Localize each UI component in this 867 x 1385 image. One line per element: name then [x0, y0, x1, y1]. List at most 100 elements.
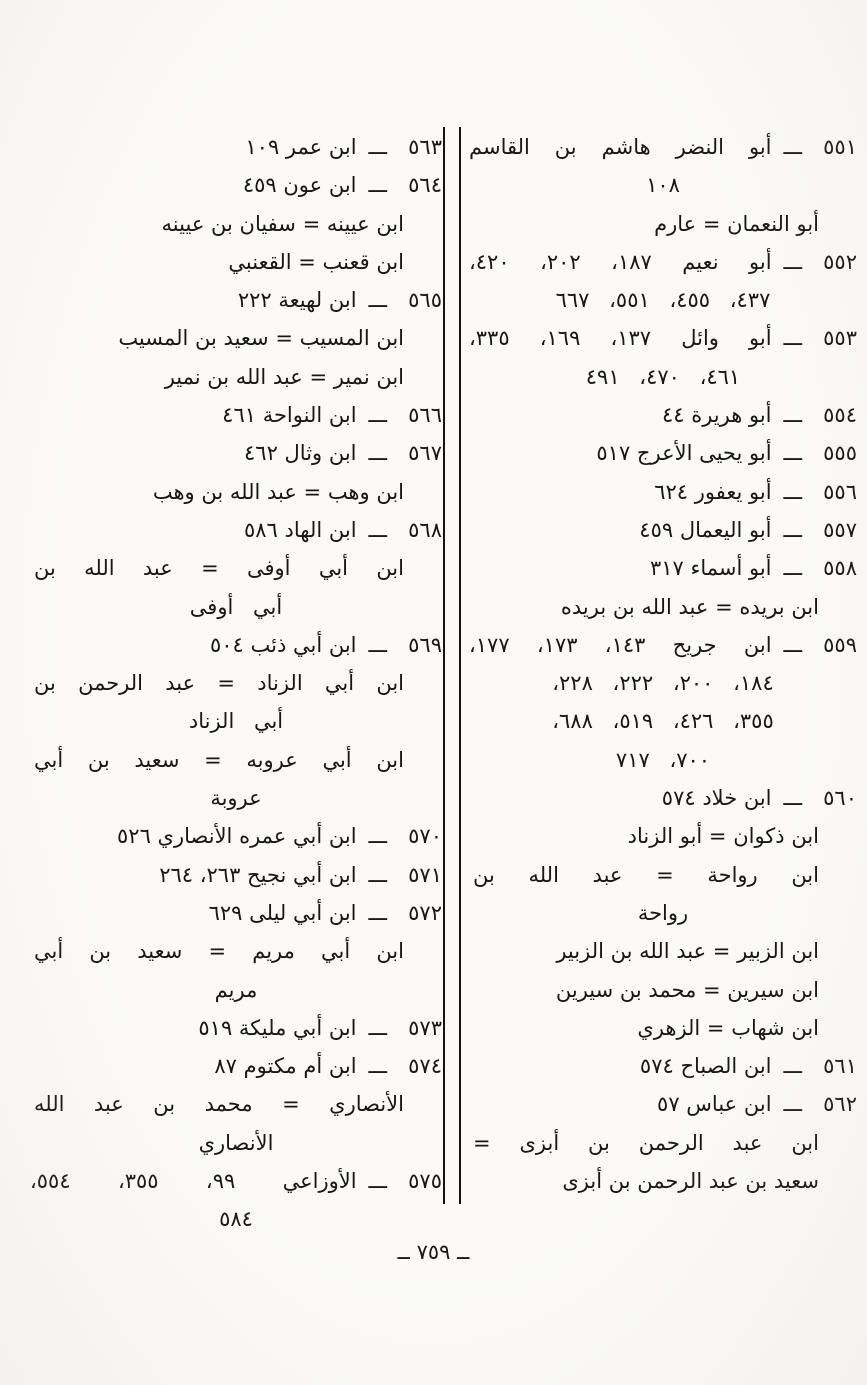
- entry-text: أبو هريرة ٤٤: [661, 403, 772, 428]
- entry-dash: ـــ: [783, 441, 802, 466]
- entry-text: أبو وائل ١٣٧، ١٦٩، ٣٣٥،: [469, 326, 772, 351]
- entry-text: ابن أبي ليلى ٦٢٩: [208, 900, 357, 925]
- entry-dash: ـــ: [783, 326, 802, 351]
- crossref-text: ابن عبد الرحمن بن أبزى =: [473, 1130, 819, 1155]
- continuation-text: رواحة: [637, 900, 689, 925]
- entry-dash: ـــ: [368, 900, 387, 925]
- crossref-text: سعيد بن عبد الرحمن بن أبزى: [562, 1169, 819, 1194]
- entry-text: ابن أم مكتوم ٨٧: [214, 1054, 357, 1079]
- crossref-text: ابن شهاب = الزهري: [637, 1015, 819, 1040]
- crossref-text: ابن المسيب = سعيد بن المسيب: [118, 326, 404, 351]
- entry-number: ٥٥٣: [823, 326, 857, 351]
- index-entry: ٥٦٥ ـــ ابن لهيعة ٢٢٢: [30, 281, 442, 319]
- entry-number: ٥٧٤: [408, 1054, 442, 1079]
- crossref-text: ابن رواحة = عبد الله بن: [473, 862, 819, 887]
- continuation-text: عروبة: [210, 786, 262, 811]
- entry-dash: ـــ: [783, 517, 802, 542]
- index-crossref: ابن سيرين = محمد بن سيرين: [469, 971, 857, 1009]
- crossref-text: ابن قعنب = القعنبي: [228, 249, 404, 274]
- index-entry: ٥٧٥ ـــ الأوزاعي ٩٩، ٣٥٥، ٥٥٤،: [30, 1162, 442, 1200]
- entry-dash: ـــ: [368, 1054, 387, 1079]
- crossref-text: ابن بريده = عبد الله بن بريده: [560, 594, 819, 619]
- entry-text: ابن أبي ذئب ٥٠٤: [209, 632, 357, 657]
- entry-number: ٥٧٣: [408, 1015, 442, 1040]
- continuation-text: ٧٠٠، ٧١٧: [615, 747, 711, 772]
- entry-number: ٥٥٨: [823, 556, 857, 581]
- entry-dash: ـــ: [783, 249, 802, 274]
- entry-dash: ـــ: [783, 135, 802, 159]
- entry-dash: ـــ: [368, 517, 387, 542]
- index-entry: ٥٥٢ ـــ أبو نعيم ١٨٧، ٢٠٢، ٤٢٠،: [469, 243, 857, 281]
- crossref-text: ابن الزبير = عبد الله بن الزبير: [556, 939, 819, 964]
- entry-continuation: ٧٠٠، ٧١٧: [469, 741, 857, 779]
- entry-text: ابن الصباح ٥٧٤: [639, 1054, 772, 1079]
- entry-number: ٥٧٥: [408, 1169, 442, 1194]
- entry-number: ٥٦٣: [408, 135, 442, 159]
- entry-dash: ـــ: [368, 403, 387, 428]
- index-crossref: ابن نمير = عبد الله بن نمير: [30, 358, 442, 396]
- index-crossref: ابن المسيب = سعيد بن المسيب: [30, 319, 442, 357]
- entry-dash: ـــ: [368, 1015, 387, 1040]
- entry-number: ٥٧٠: [408, 824, 442, 849]
- entry-dash: ـــ: [368, 288, 387, 313]
- entry-dash: ـــ: [783, 786, 802, 811]
- index-entry: ٥٥٣ ـــ أبو وائل ١٣٧، ١٦٩، ٣٣٥،: [469, 319, 857, 357]
- entry-text: أبو نعيم ١٨٧، ٢٠٢، ٤٢٠،: [469, 249, 772, 274]
- entry-number: ٥٦٠: [823, 786, 857, 811]
- entry-number: ٥٥٧: [823, 517, 857, 542]
- entry-dash: ـــ: [783, 1054, 802, 1079]
- entry-number: ٥٥٤: [823, 403, 857, 428]
- index-crossref: ابن أبي الزناد = عبد الرحمن بن: [30, 664, 442, 702]
- index-crossref: ابن قعنب = القعنبي: [30, 243, 442, 281]
- entry-dash: ـــ: [783, 479, 802, 504]
- index-entry: ٥٧١ ـــ ابن أبي نجيح ٢٦٣، ٢٦٤: [30, 856, 442, 894]
- crossref-text: ابن سيرين = محمد بن سيرين: [555, 977, 819, 1002]
- entry-dash: ـــ: [783, 1092, 802, 1117]
- crossref-text: ابن أبي عروبه = سعيد بن أبي: [34, 747, 404, 772]
- index-entry: ٥٦٧ ـــ ابن وثال ٤٦٢: [30, 434, 442, 472]
- entry-number: ٥٥٩: [823, 632, 857, 657]
- index-entry: ٥٧٣ ـــ ابن أبي مليكة ٥١٩: [30, 1009, 442, 1047]
- entry-dash: ـــ: [783, 632, 802, 657]
- entry-text: ابن لهيعة ٢٢٢: [237, 288, 357, 313]
- index-crossref: ابن الزبير = عبد الله بن الزبير: [469, 932, 857, 970]
- entry-continuation: ٣٥٥، ٤٢٦، ٥١٩، ٦٨٨،: [469, 702, 857, 740]
- entry-number: ٥٦٤: [408, 173, 442, 198]
- index-entry: ٥٦٢ ـــ ابن عباس ٥٧: [469, 1085, 857, 1123]
- entry-text: ابن جريح ١٤٣، ١٧٣، ١٧٧،: [469, 632, 772, 657]
- index-entry: ٥٦٩ ـــ ابن أبي ذئب ٥٠٤: [30, 626, 442, 664]
- continuation-text: ٤٣٧، ٤٥٥، ٥٥١، ٦٦٧: [555, 288, 771, 313]
- entry-continuation: ٤٣٧، ٤٥٥، ٥٥١، ٦٦٧: [469, 281, 857, 319]
- entry-continuation: أبي الزناد: [30, 702, 442, 740]
- entry-text: ابن وثال ٤٦٢: [244, 441, 357, 466]
- index-crossref: ابن أبي مريم = سعيد بن أبي: [30, 932, 442, 970]
- crossref-text: ابن أبي أوفى = عبد الله بن: [34, 556, 404, 581]
- index-entry: ٥٧٢ ـــ ابن أبي ليلى ٦٢٩: [30, 894, 442, 932]
- entry-text: ابن أبي نجيح ٢٦٣، ٢٦٤: [159, 862, 357, 887]
- index-entry: ٥٦٦ ـــ ابن النواحة ٤٦١: [30, 396, 442, 434]
- entry-continuation: ٤٦١، ٤٧٠، ٤٩١: [469, 358, 857, 396]
- index-entry: ٥٧٠ ـــ ابن أبي عمره الأنصاري ٥٢٦: [30, 817, 442, 855]
- continuation-text: ٣٥٥، ٤٢٦، ٥١٩، ٦٨٨،: [552, 709, 774, 734]
- index-crossref: ابن أبي أوفى = عبد الله بن: [30, 549, 442, 587]
- index-entry: ٥٥٨ ـــ أبو أسماء ٣١٧: [469, 549, 857, 587]
- entry-dash: ـــ: [368, 1169, 387, 1194]
- entry-dash: ـــ: [368, 862, 387, 887]
- entry-text: أبو النضر هاشم بن القاسم: [469, 135, 772, 159]
- entry-dash: ـــ: [368, 135, 387, 159]
- entry-number: ٥٦٢: [823, 1092, 857, 1117]
- entry-text: ابن عون ٤٥٩: [242, 173, 357, 198]
- entry-continuation: ٥٨٤: [30, 1200, 442, 1238]
- entry-number: ٥٦٩: [408, 632, 442, 657]
- index-entry: ٥٦٨ ـــ ابن الهاد ٥٨٦: [30, 511, 442, 549]
- entry-number: ٥٦٨: [408, 517, 442, 542]
- crossref-text: ابن نمير = عبد الله بن نمير: [164, 364, 404, 389]
- entry-dash: ـــ: [368, 173, 387, 198]
- entry-dash: ـــ: [783, 403, 802, 428]
- index-crossref: ابن عبد الرحمن بن أبزى =: [469, 1124, 857, 1162]
- entry-number: ٥٥٦: [823, 479, 857, 504]
- entry-number: ٥٥٥: [823, 441, 857, 466]
- index-crossref: سعيد بن عبد الرحمن بن أبزى: [469, 1162, 857, 1200]
- entry-dash: ـــ: [368, 824, 387, 849]
- continuation-text: الأنصاري: [198, 1130, 274, 1155]
